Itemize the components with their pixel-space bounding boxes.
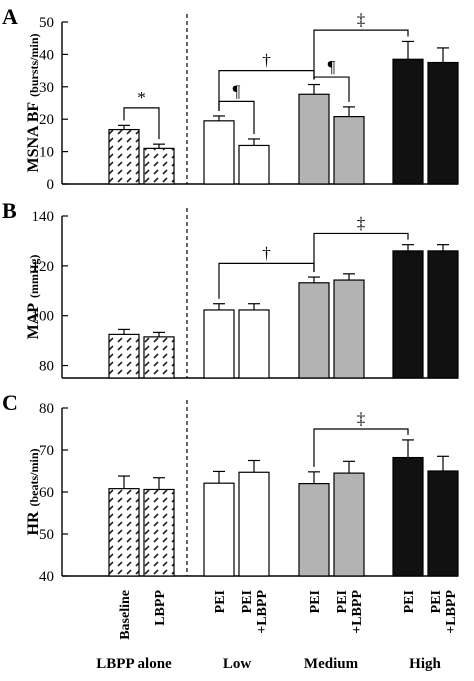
x-category-label: PEI+LBPP [429,590,459,634]
bar [333,279,365,379]
x-category-label: PEI [402,590,417,613]
x-axis-labels: Baseline LBPP PEI PEI+LBPP PEI PEI+LBPP PEI PEI… [118,590,459,640]
y-axis-title: MSNA BF [25,102,42,173]
x-category-label-line: PEI [240,590,255,613]
x-category-label-line: +LBPP [444,590,459,634]
bar [298,282,330,379]
bar [143,488,175,577]
significance-marker: ‡ [357,409,366,428]
significance-bracket [313,232,409,273]
bar [238,471,270,577]
bar [108,488,140,577]
bar [427,470,459,577]
bar [427,61,459,185]
x-category-label-line: +LBPP [255,590,270,634]
bar [203,120,235,185]
bar [333,472,365,577]
y-axis-label: MSNA BF (bursts/min) [25,33,42,172]
x-category-label-line: +LBPP [350,590,365,634]
y-tick-label: 50 [39,15,54,31]
significance-marker: ¶ [233,81,241,100]
y-axis-unit: (mmHg) [27,255,41,298]
significance-marker: ‡ [357,10,366,29]
y-tick-label: 0 [47,177,55,193]
significance-marker: ‡ [357,213,366,232]
panel-c: C HR (beats/min) 40 50 60 70 80 ‡ [2,390,459,585]
bar [298,93,330,185]
bar [333,116,365,185]
y-tick-label: 40 [39,569,54,585]
bar [143,147,175,185]
panel-letter: B [2,198,17,223]
y-axis-label: HR (beats/min) [25,449,42,536]
bar [238,144,270,185]
significance-marker: † [262,51,271,70]
panel-a: A MSNA BF (bursts/min) 0 10 20 30 40 50 * ¶ † ¶ ‡ [2,4,459,193]
y-tick-label: 30 [39,80,54,96]
x-category-label: LBPP [153,590,168,626]
panel-letter: A [2,4,18,29]
panel-letter: C [2,390,18,415]
y-tick-label: 10 [39,145,54,161]
bar [392,58,424,185]
panels: A MSNA BF (bursts/min) 0 10 20 30 40 50 * ¶ † ¶ ‡ B MAP… [2,4,459,585]
x-category-label-line: PEI [429,590,444,613]
group-label: High [409,656,441,672]
significance-marker: ¶ [328,57,336,76]
y-tick-label: 60 [39,485,54,501]
bar [392,250,424,379]
y-axis-label: MAP (mmHg) [25,255,42,340]
x-category-label: PEI+LBPP [240,590,270,634]
y-axis-title: MAP [25,303,42,340]
y-tick-label: 50 [39,527,54,543]
significance-marker: † [262,243,271,262]
group-label: Medium [304,656,359,672]
y-axis-unit: (beats/min) [27,449,41,507]
x-category-label: PEI [308,590,323,613]
group-label: Low [223,656,252,672]
bar [108,333,140,379]
group-labels: LBPP alone Low Medium High [96,656,441,672]
bar [238,309,270,379]
y-tick-label: 120 [32,259,55,275]
x-category-label: PEI [213,590,228,613]
y-axis-title: HR [25,511,42,535]
x-category-label: PEI+LBPP [335,590,365,634]
significance-bracket [313,29,409,80]
y-axis-unit: (bursts/min) [27,33,41,96]
bar [108,128,140,185]
bar [203,482,235,577]
significance-bracket [123,107,160,140]
bar [298,483,330,577]
y-tick-label: 80 [39,359,54,375]
y-tick-label: 80 [39,401,54,417]
panel-b: B MAP (mmHg) 80 100 120 140 † ‡ [2,198,459,379]
y-tick-label: 20 [39,112,54,128]
bar [143,336,175,379]
bar [392,456,424,577]
group-label: LBPP alone [96,656,172,672]
y-tick-label: 70 [39,443,54,459]
bar [203,309,235,379]
y-tick-label: 100 [32,309,55,325]
bar [427,250,459,379]
y-tick-label: 40 [39,47,54,63]
x-category-label: Baseline [118,590,133,640]
y-tick-label: 140 [32,209,55,225]
significance-bracket [313,428,409,467]
significance-marker: * [137,88,146,107]
x-category-label-line: PEI [335,590,350,613]
